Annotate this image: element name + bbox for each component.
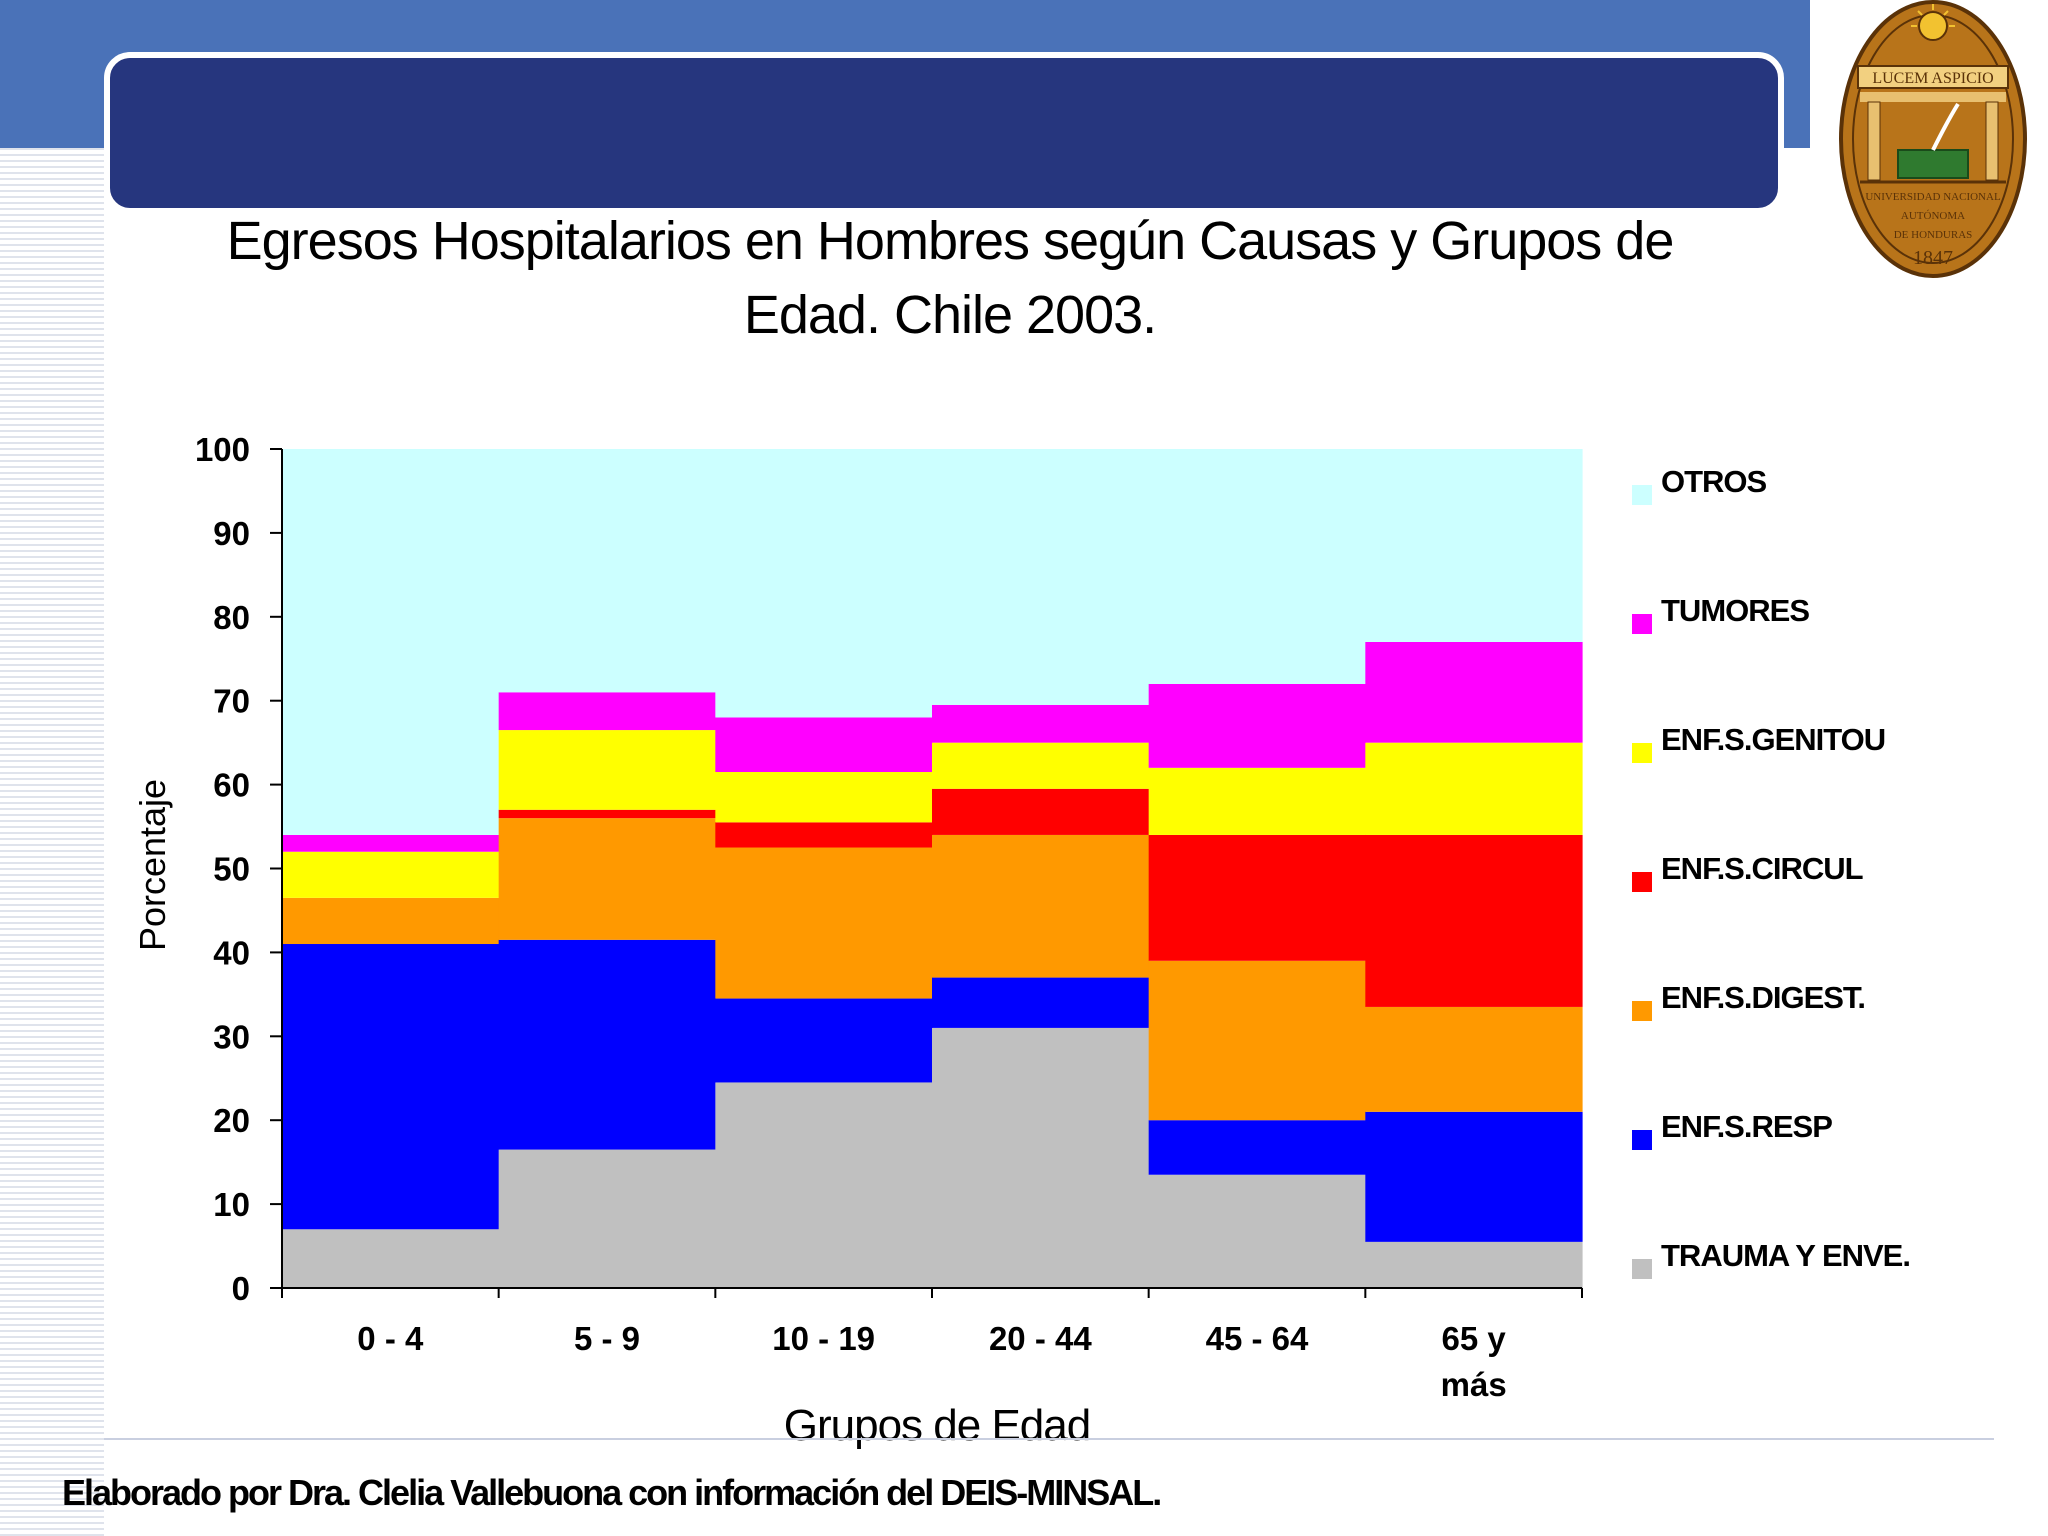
- bar-segment-4-4: [1148, 767, 1366, 835]
- title-bar: [104, 52, 1784, 214]
- bar-segment-1-3: [932, 977, 1150, 1028]
- y-tick-label: 0: [232, 1270, 250, 1307]
- bar-segment-2-1: [498, 818, 716, 940]
- y-tick-label: 10: [213, 1186, 250, 1223]
- bar-segment-5-5: [1365, 641, 1583, 743]
- x-tick-label: 65 y: [1442, 1320, 1507, 1357]
- bar-segment-1-2: [715, 998, 933, 1083]
- y-tick-label: 90: [213, 515, 250, 552]
- decorative-stripes: [0, 148, 104, 1536]
- bar-segment-0-5: [1365, 1241, 1583, 1288]
- legend-label: ENF.S.GENITOU: [1661, 722, 1885, 757]
- bar-segment-3-2: [715, 822, 933, 848]
- legend-label: TRAUMA Y ENVE.: [1661, 1238, 1910, 1273]
- legend-swatch: [1632, 485, 1652, 505]
- bar-segment-4-1: [498, 730, 716, 810]
- bar-segment-6-2: [715, 449, 933, 718]
- bar-segment-0-2: [715, 1082, 933, 1288]
- seal-line2: AUTÓNOMA: [1901, 210, 1965, 222]
- legend-label: TUMORES: [1661, 593, 1809, 628]
- y-tick-label: 60: [213, 767, 250, 804]
- legend-label: ENF.S.RESP: [1661, 1109, 1832, 1144]
- bar-segment-4-3: [932, 742, 1150, 789]
- bar-segment-2-4: [1148, 960, 1366, 1121]
- bar-segment-1-5: [1365, 1111, 1583, 1242]
- x-tick-label: 0 - 4: [357, 1320, 424, 1357]
- bar-segment-2-0: [282, 897, 500, 945]
- bar-segment-5-3: [932, 704, 1150, 743]
- legend-swatch: [1632, 1001, 1652, 1021]
- bar-segment-3-1: [498, 809, 716, 819]
- x-tick-label: 10 - 19: [772, 1320, 875, 1357]
- bar-segment-4-5: [1365, 742, 1583, 835]
- chart-legend: OTROS TUMORES ENF.S.GENITOU ENF.S.CIRCUL ENF…: [1632, 464, 1911, 1279]
- bar-segment-3-5: [1365, 834, 1583, 1007]
- plot-axes: 0 10 20 30 40 50 60 70 80 90 100 0 - 4 5 - 9 10 - 19 2…: [195, 431, 1583, 1403]
- x-tick-label: 5 - 9: [574, 1320, 640, 1357]
- legend-swatch: [1632, 614, 1652, 634]
- bar-segment-6-1: [498, 449, 716, 693]
- bar-segment-1-1: [498, 939, 716, 1150]
- bar-segment-5-0: [282, 834, 500, 852]
- legend-swatch: [1632, 1259, 1652, 1279]
- legend-swatch: [1632, 743, 1652, 763]
- legend-swatch: [1632, 1130, 1652, 1150]
- legend-label: ENF.S.DIGEST.: [1661, 980, 1865, 1015]
- bar-segment-5-1: [498, 692, 716, 731]
- bar-segment-2-3: [932, 834, 1150, 978]
- bar-segment-2-2: [715, 847, 933, 999]
- bar-segment-5-4: [1148, 683, 1366, 768]
- x-tick-label: más: [1441, 1366, 1507, 1403]
- bar-segment-3-4: [1148, 834, 1366, 961]
- bar-segment-2-5: [1365, 1006, 1583, 1112]
- bar-segment-4-0: [282, 851, 500, 898]
- source-note: Elaborado por Dra. Clelia Vallebuona con…: [62, 1472, 1162, 1513]
- y-axis-label: Porcentaje: [132, 779, 173, 951]
- y-tick-label: 40: [213, 934, 250, 971]
- y-tick-label: 50: [213, 851, 250, 888]
- bar-segment-0-4: [1148, 1174, 1366, 1288]
- bar-segment-5-2: [715, 717, 933, 773]
- y-tick-label: 30: [213, 1018, 250, 1055]
- seal-motto: LUCEM ASPICIO: [1872, 70, 1993, 87]
- bar-segment-3-3: [932, 788, 1150, 835]
- bar-segment-6-5: [1365, 449, 1583, 642]
- footer-divider: [104, 1438, 1994, 1440]
- university-seal-icon: LUCEM ASPICIO UNIVERSIDAD NACIONAL AUTÓN…: [1839, 0, 2027, 278]
- bar-segment-6-0: [282, 449, 500, 835]
- legend-swatch: [1632, 872, 1652, 892]
- bar-segment-6-4: [1148, 449, 1366, 684]
- y-tick-label: 80: [213, 599, 250, 636]
- y-tick-label: 100: [195, 431, 250, 468]
- bar-segment-0-3: [932, 1027, 1150, 1288]
- slide-title: Egresos Hospitalarios en Hombres según C…: [226, 211, 1675, 345]
- seal-line1: UNIVERSIDAD NACIONAL: [1865, 191, 2001, 203]
- bar-segment-1-0: [282, 944, 500, 1230]
- bar-segment-4-2: [715, 772, 933, 823]
- bar-segment-1-4: [1148, 1120, 1366, 1175]
- x-axis-label: Grupos de Edad: [784, 1401, 1090, 1450]
- y-tick-label: 20: [213, 1102, 250, 1139]
- bar-segment-0-0: [282, 1229, 500, 1288]
- legend-label: ENF.S.CIRCUL: [1661, 851, 1863, 886]
- seal-year: 1847: [1913, 247, 1953, 269]
- x-tick-label: 20 - 44: [989, 1320, 1092, 1357]
- bar-segment-6-3: [932, 449, 1150, 705]
- x-tick-label: 45 - 64: [1206, 1320, 1309, 1357]
- legend-label: OTROS: [1661, 464, 1767, 499]
- plot-series: [282, 449, 1583, 1288]
- seal-line3: DE HONDURAS: [1894, 229, 1973, 241]
- bar-segment-0-1: [498, 1149, 716, 1288]
- y-tick-label: 70: [213, 683, 250, 720]
